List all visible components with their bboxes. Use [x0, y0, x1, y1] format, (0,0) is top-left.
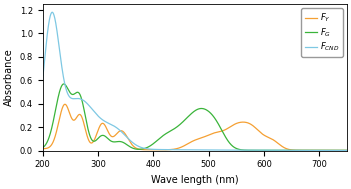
- $F_{CND}$: [336, 149, 340, 152]
- $F_G$: [345, 149, 349, 152]
- $F_{CND}$: [280, 149, 284, 151]
- $F_G$: [188, 113, 193, 115]
- $F_{CND}$: [345, 149, 349, 152]
- Line: $F_{CND}$: $F_{CND}$: [43, 12, 347, 150]
- $F_Y$: [336, 149, 340, 151]
- $F_Y$: [63, 103, 67, 105]
- $F_G$: [41, 146, 45, 149]
- $F_{CND}$: [188, 149, 193, 151]
- Y-axis label: Absorbance: Absorbance: [4, 49, 14, 106]
- Line: $F_G$: $F_G$: [43, 84, 347, 150]
- $F_Y$: [180, 145, 185, 148]
- $F_Y$: [280, 145, 284, 148]
- $F_Y$: [56, 123, 60, 125]
- $F_{CND}$: [180, 149, 185, 151]
- $F_Y$: [345, 149, 349, 152]
- $F_G$: [336, 149, 340, 152]
- $F_{CND}$: [56, 40, 60, 42]
- $F_Y$: [336, 149, 340, 151]
- X-axis label: Wave length (nm): Wave length (nm): [151, 175, 239, 185]
- Line: $F_Y$: $F_Y$: [43, 104, 347, 150]
- $F_G$: [180, 121, 185, 123]
- $F_G$: [62, 83, 66, 85]
- $F_G$: [336, 149, 340, 152]
- $F_Y$: [188, 141, 193, 143]
- $F_G$: [280, 149, 284, 151]
- $F_G$: [56, 96, 60, 98]
- $F_{CND}$: [50, 11, 54, 13]
- $F_Y$: [41, 148, 45, 150]
- $F_{CND}$: [336, 149, 340, 152]
- Legend: $F_Y$, $F_G$, $F_{CND}$: $F_Y$, $F_G$, $F_{CND}$: [302, 8, 343, 57]
- $F_{CND}$: [41, 77, 45, 80]
